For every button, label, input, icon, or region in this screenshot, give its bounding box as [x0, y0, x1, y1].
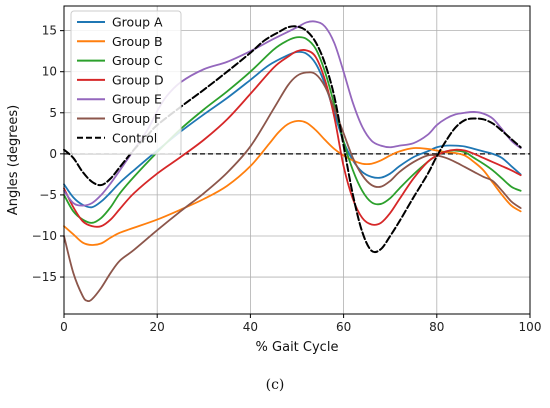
legend-label: Group B [112, 34, 163, 49]
series-line-group-b [63, 120, 522, 246]
legend-label: Group A [112, 15, 163, 30]
legend-label: Control [112, 130, 157, 145]
series-line-group-d [63, 49, 522, 228]
y-tick-label: 15 [42, 24, 57, 38]
y-axis-label: Angles (degrees) [6, 105, 21, 215]
y-tick-label: −10 [32, 229, 57, 243]
series-line-group-f [63, 71, 522, 303]
y-tick-label: 10 [42, 65, 57, 79]
x-tick-label: 40 [243, 320, 258, 334]
x-tick-label: 0 [60, 320, 68, 334]
series-lines [63, 20, 522, 303]
figure-caption: (c) [265, 377, 285, 393]
series-line-control [63, 25, 522, 254]
legend-label: Group F [112, 111, 161, 126]
y-tick-label: 5 [49, 106, 57, 120]
x-tick-label: 60 [336, 320, 351, 334]
series-line-group-c [63, 36, 522, 224]
y-tick-label: −15 [32, 270, 57, 284]
axis-ticks: 0 20 40 60 80 100 −15 −10 −5 0 5 10 15 [32, 24, 542, 334]
x-tick-label: 80 [429, 320, 444, 334]
x-tick-label: 100 [519, 320, 542, 334]
y-tick-label: −5 [39, 188, 57, 202]
legend-label: Group D [112, 72, 164, 87]
plot-frame [63, 5, 531, 315]
y-tick-label: 0 [49, 147, 57, 161]
x-axis-label: % Gait Cycle [256, 340, 339, 355]
x-tick-label: 20 [150, 320, 165, 334]
legend: Group A Group B Group C Group D Group E Group… [70, 10, 182, 155]
legend-label: Group E [112, 92, 162, 107]
legend-label: Group C [112, 53, 163, 68]
series-line-group-e [63, 20, 522, 207]
